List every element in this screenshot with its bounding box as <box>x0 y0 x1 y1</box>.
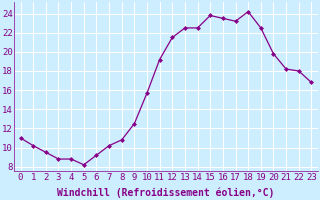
X-axis label: Windchill (Refroidissement éolien,°C): Windchill (Refroidissement éolien,°C) <box>57 187 275 198</box>
